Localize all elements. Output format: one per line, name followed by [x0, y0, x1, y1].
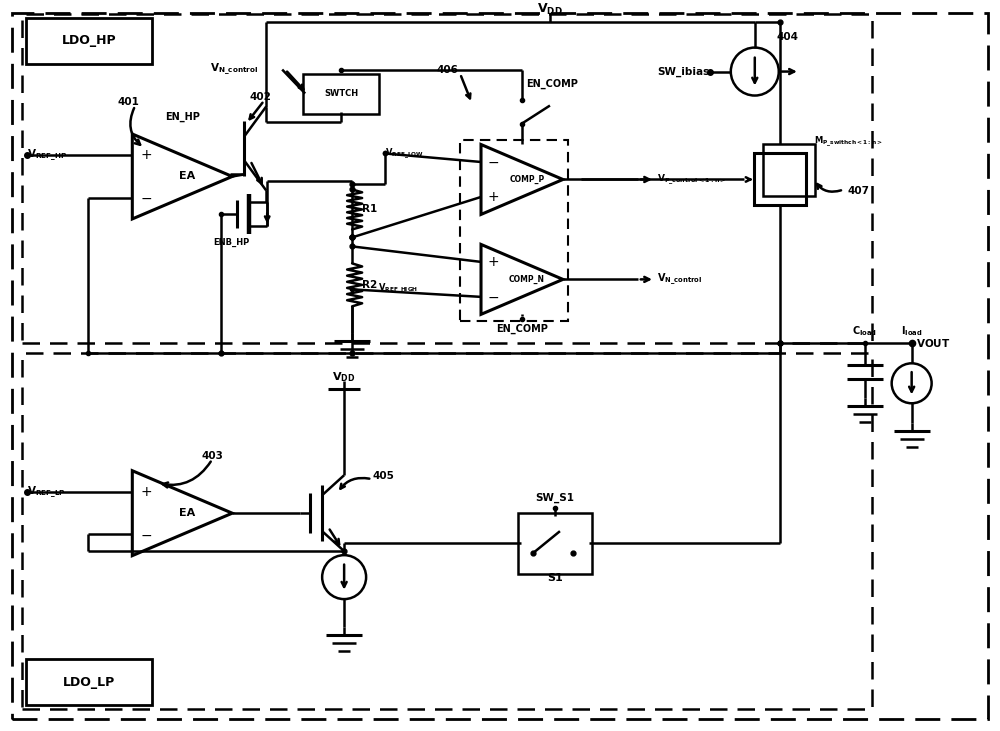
Text: EN_COMP: EN_COMP [526, 78, 578, 88]
Bar [763, 145, 815, 197]
Text: $-$: $-$ [140, 528, 152, 542]
Text: +: + [487, 190, 499, 204]
Text: $-$: $-$ [487, 290, 499, 304]
Text: EN_COMP: EN_COMP [496, 325, 548, 335]
Text: 406: 406 [436, 64, 458, 75]
Text: $\mathbf{VOUT}$: $\mathbf{VOUT}$ [916, 337, 950, 349]
Text: $\mathbf{V_{P\_control<1:n>}}$: $\mathbf{V_{P\_control<1:n>}}$ [657, 173, 726, 186]
Text: +: + [140, 148, 152, 162]
Text: EN_HP: EN_HP [165, 111, 200, 121]
Text: S1: S1 [547, 573, 563, 583]
Text: EA: EA [179, 172, 195, 181]
Text: 403: 403 [201, 451, 223, 461]
Text: $\mathbf{V_{REF\_LOW}}$: $\mathbf{V_{REF\_LOW}}$ [385, 146, 424, 161]
Text: $-$: $-$ [487, 155, 499, 169]
Text: ENB_HP: ENB_HP [213, 238, 249, 247]
Text: 404: 404 [777, 31, 799, 42]
FancyBboxPatch shape [26, 18, 152, 64]
Text: $\mathbf{V_{DD}}$: $\mathbf{V_{DD}}$ [332, 371, 356, 385]
Text: +: + [140, 485, 152, 499]
Text: $\mathbf{V_{REF\_HIGH}}$: $\mathbf{V_{REF\_HIGH}}$ [378, 282, 418, 297]
Text: $\mathbf{V_{REF\_LP}}$: $\mathbf{V_{REF\_LP}}$ [27, 484, 66, 500]
Text: $\mathbf{V_{REF\_HP}}$: $\mathbf{V_{REF\_HP}}$ [27, 148, 68, 163]
Text: 402: 402 [249, 91, 271, 102]
Text: $-$: $-$ [140, 191, 152, 205]
Text: EA: EA [179, 508, 195, 518]
Text: SW_ibias: SW_ibias [658, 67, 710, 77]
Text: SWTCH: SWTCH [324, 89, 358, 98]
Text: SW_S1: SW_S1 [535, 493, 574, 504]
Text: $\mathbf{V_{N\_control}}$: $\mathbf{V_{N\_control}}$ [210, 62, 259, 77]
Text: 405: 405 [372, 471, 394, 481]
Text: COMP_P: COMP_P [509, 175, 545, 184]
Bar [754, 154, 806, 205]
Text: $\mathbf{V_{DD}}$: $\mathbf{V_{DD}}$ [537, 2, 563, 17]
Text: $\mathbf{I_{load}}$: $\mathbf{I_{load}}$ [901, 325, 922, 338]
Text: $\mathbf{M_{P\_swithch<1:n>}}$: $\mathbf{M_{P\_swithch<1:n>}}$ [814, 135, 882, 148]
Text: R1: R1 [362, 205, 378, 214]
Text: LDO_LP: LDO_LP [63, 675, 115, 689]
Text: +: + [487, 255, 499, 269]
Text: 401: 401 [117, 96, 139, 107]
Text: $\mathbf{V_{N\_control}}$: $\mathbf{V_{N\_control}}$ [657, 272, 702, 287]
Text: $\mathbf{C_{load}}$: $\mathbf{C_{load}}$ [852, 325, 877, 338]
FancyBboxPatch shape [26, 659, 152, 705]
Text: 407: 407 [848, 186, 870, 197]
Text: LDO_HP: LDO_HP [62, 34, 117, 47]
Text: COMP_N: COMP_N [509, 275, 545, 284]
Text: R2: R2 [362, 280, 378, 290]
